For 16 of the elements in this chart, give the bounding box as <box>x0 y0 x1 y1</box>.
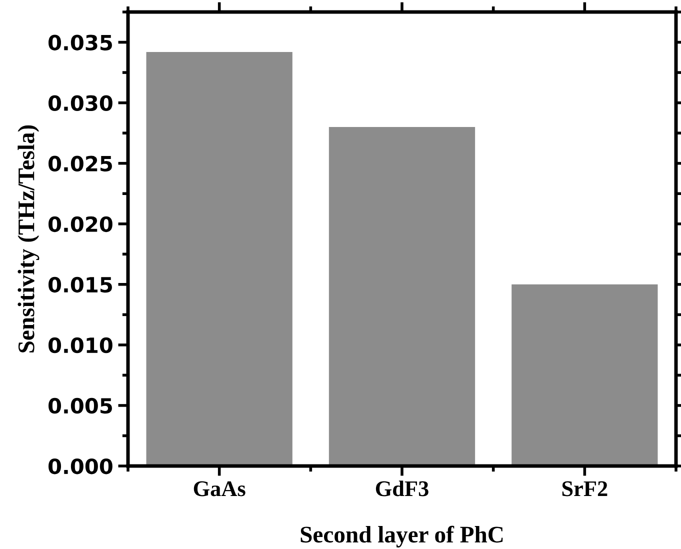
x-axis-title: Second layer of PhC <box>300 526 503 548</box>
bar <box>146 52 292 466</box>
y-tick-label: 0.020 <box>48 216 112 232</box>
y-tick-label: 0.035 <box>48 34 112 50</box>
y-tick-label: 0.000 <box>48 458 112 474</box>
x-tick-label: GdF3 <box>376 480 428 496</box>
y-tick-label: 0.010 <box>48 337 112 354</box>
x-tick-label: SrF2 <box>562 481 608 496</box>
y-tick-label: 0.030 <box>48 95 112 112</box>
y-axis-title: Sensitivity (THz/Tesla) <box>18 125 40 352</box>
y-tick-label: 0.005 <box>48 398 112 414</box>
y-tick-label: 0.015 <box>48 276 112 293</box>
bar <box>328 127 476 466</box>
y-tick-label: 0.025 <box>48 156 112 172</box>
bar <box>512 284 658 466</box>
x-tick-label: GaAs <box>194 481 246 496</box>
